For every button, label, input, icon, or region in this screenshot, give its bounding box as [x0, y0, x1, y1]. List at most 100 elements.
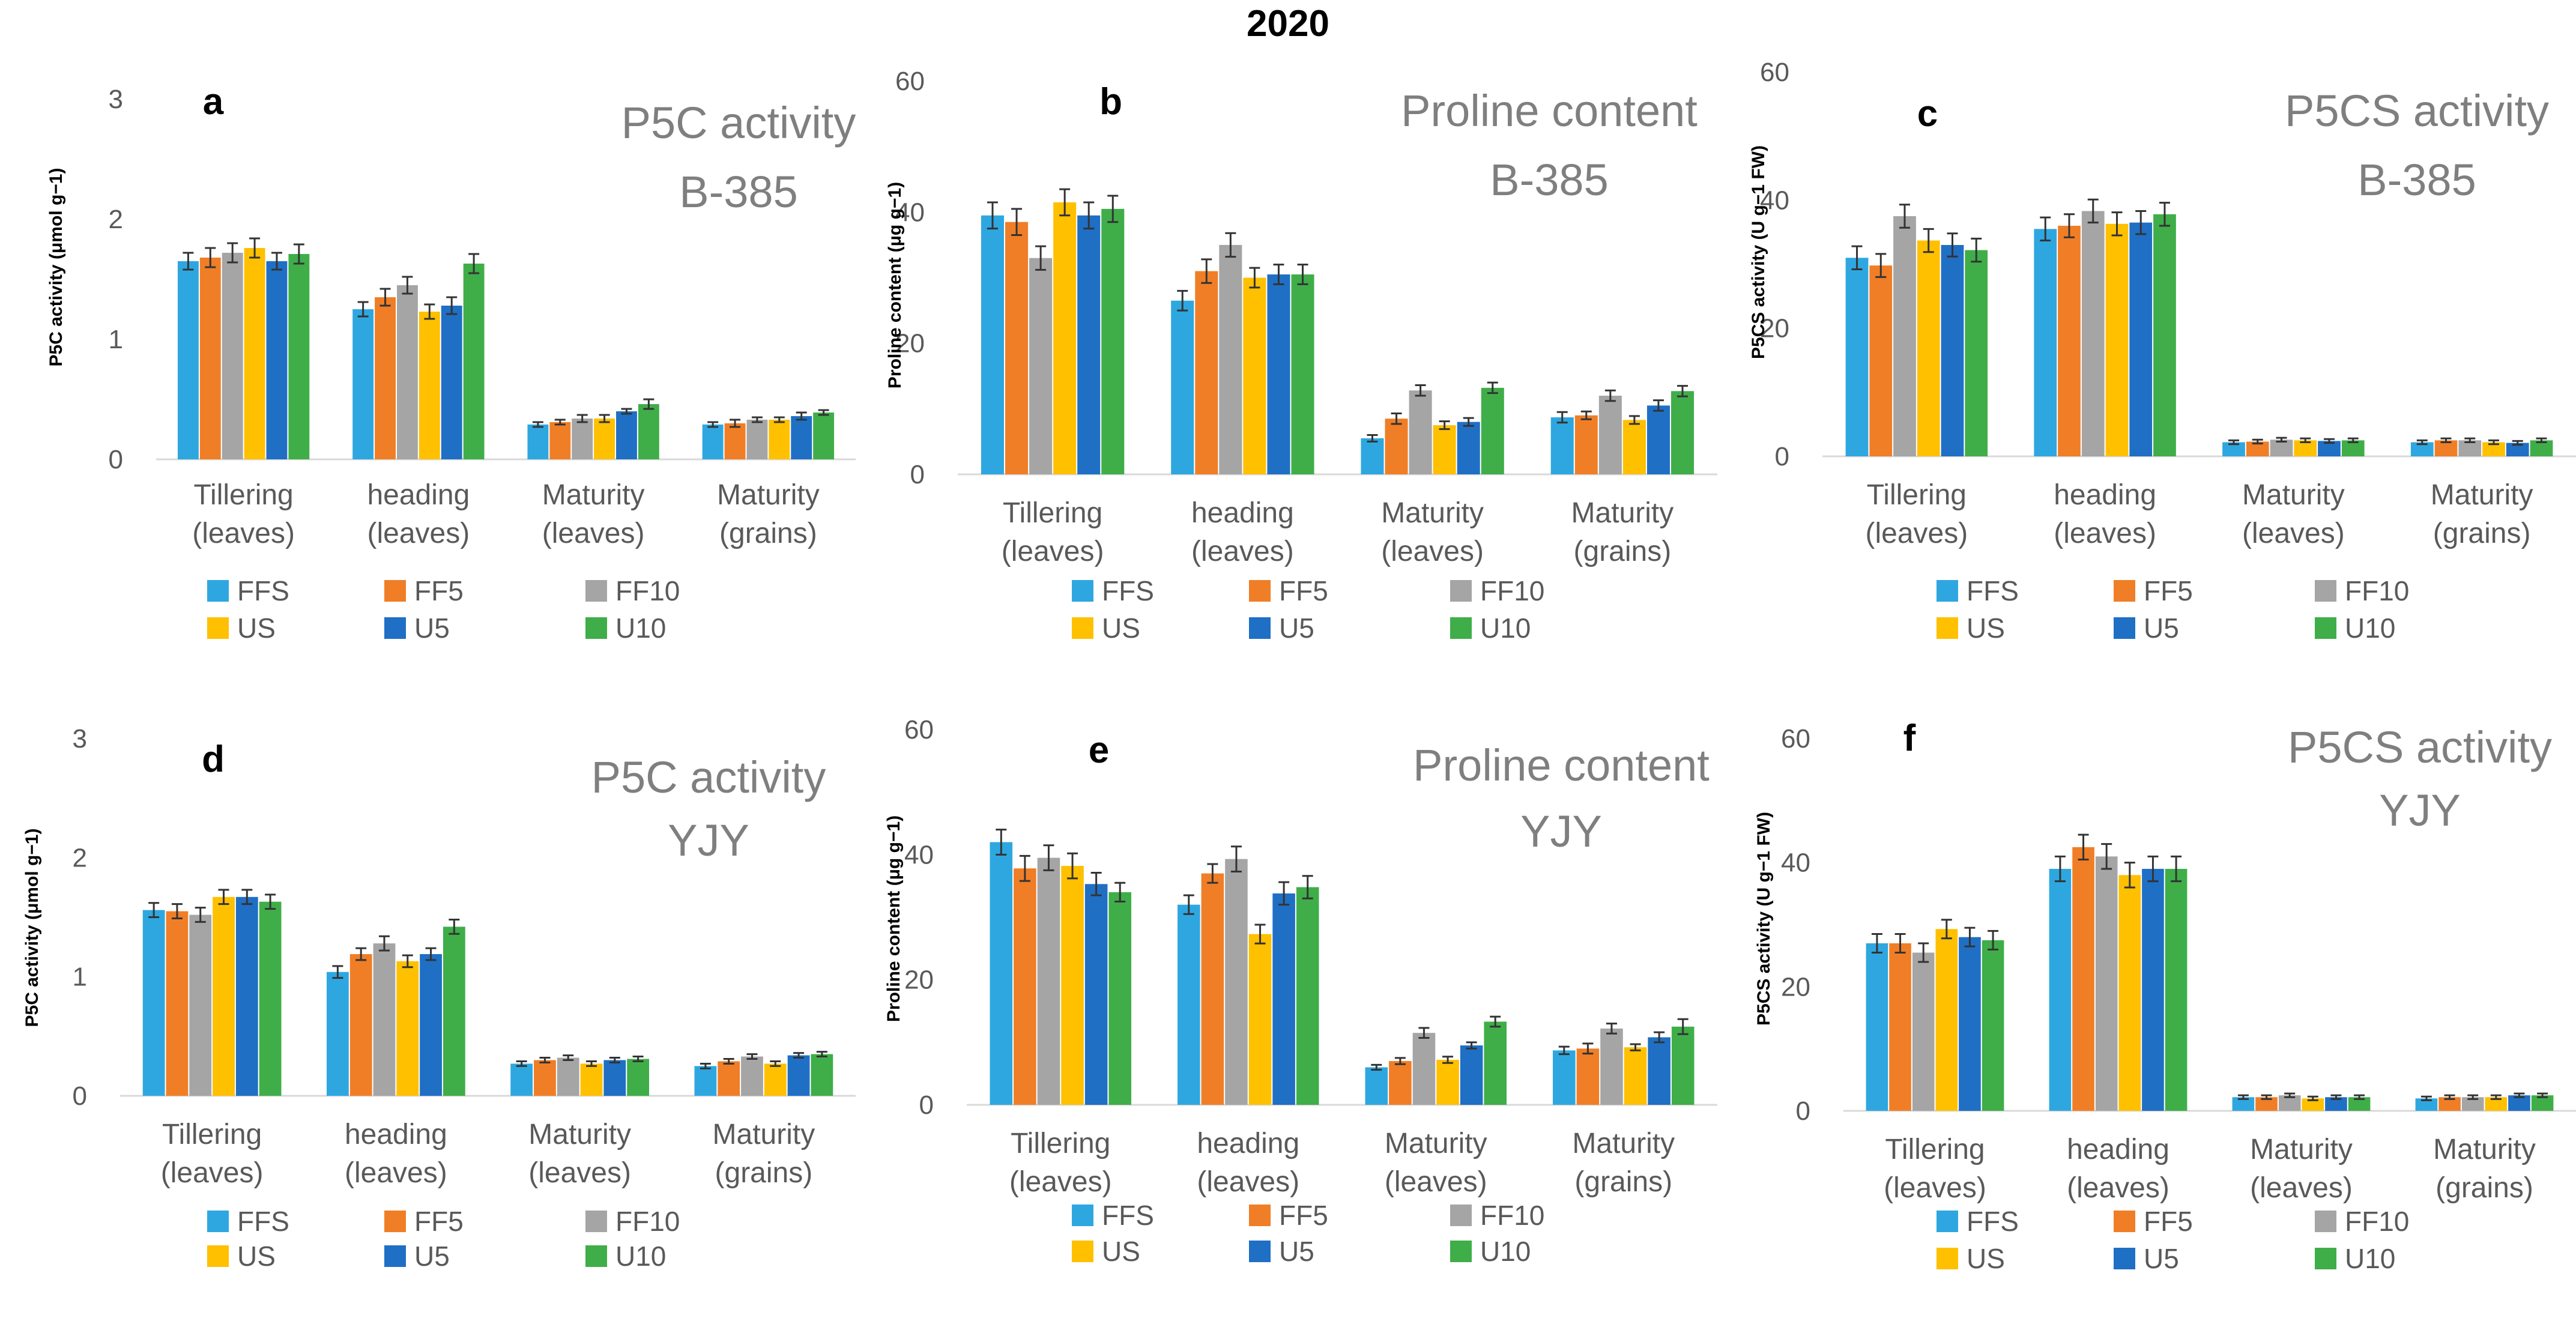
chart-b: 0 20 40 60 Proline content (μg g−1) b Proline …: [885, 67, 1717, 644]
chart-title-line: YJY: [1520, 806, 1602, 856]
bar-us-1: [1935, 929, 1958, 1111]
bar-ff10-2: [1219, 244, 1242, 474]
bar-u5-2: [420, 954, 442, 1096]
chart-e: 0 20 40 60 Proline content (μg g−1) e Proline …: [884, 715, 1717, 1267]
legend-swatch-us: [207, 1245, 229, 1267]
chart-c: 0 20 40 60 P5CS activity (U g−1 FW) c P5CS act…: [1749, 58, 2576, 644]
bar-u5-2: [1267, 274, 1290, 474]
bar-ff5-3: [1389, 1061, 1412, 1105]
y-tick-label: 1: [73, 963, 87, 992]
legend-swatch-us: [1072, 617, 1093, 639]
y-tick-label: 0: [109, 445, 123, 474]
bar-u5-3: [1460, 1045, 1483, 1105]
bar-ffs-2: [2049, 869, 2072, 1111]
legend-label-us: US: [1102, 612, 1140, 644]
x-tick-label: (leaves): [1385, 1166, 1487, 1198]
bar-us-4: [764, 1063, 787, 1096]
x-tick-label: (leaves): [1884, 1172, 1986, 1204]
chart-title-line: P5C activity: [591, 752, 826, 802]
bar-us-3: [580, 1063, 603, 1096]
x-tick-label: Maturity: [1385, 1128, 1487, 1159]
chart-title-line: B-385: [2357, 155, 2476, 205]
bar-ffs-3: [2222, 442, 2245, 456]
y-tick-label: 40: [1781, 848, 1810, 878]
bar-u5-3: [616, 411, 637, 459]
bar-ff10-1: [189, 914, 212, 1096]
bar-u10-1: [1982, 940, 2004, 1111]
bar-ff5-1: [199, 258, 221, 459]
bar-u10-1: [259, 901, 282, 1096]
chart-title-line: B-385: [1490, 155, 1608, 205]
bar-ffs-2: [352, 309, 374, 459]
bar-us-4: [1624, 1047, 1647, 1105]
bar-ff10-2: [1225, 859, 1248, 1105]
legend-swatch-us: [1937, 1248, 1958, 1269]
legend-swatch-ff5: [384, 580, 406, 602]
bar-ff5-3: [549, 422, 571, 459]
x-tick-label: (leaves): [1381, 536, 1484, 567]
legend-swatch-u10: [1450, 1241, 1472, 1262]
legend-swatch-ffs: [1072, 580, 1093, 602]
x-tick-label: (leaves): [1009, 1166, 1112, 1198]
legend-swatch-us: [1072, 1241, 1093, 1262]
bar-u5-3: [1457, 422, 1480, 474]
bar-us-3: [1433, 425, 1456, 474]
panel-label: b: [1099, 81, 1122, 122]
x-tick-label: heading: [2054, 479, 2156, 511]
legend-label-u10: U10: [1480, 1236, 1531, 1267]
x-tick-label: (leaves): [367, 518, 470, 549]
bar-u5-1: [1084, 884, 1108, 1105]
x-tick-label: Maturity: [542, 479, 645, 511]
bar-us-2: [396, 961, 419, 1096]
legend-swatch-u5: [2114, 1248, 2135, 1269]
legend-swatch-ff10: [585, 580, 607, 602]
bar-ff10-3: [557, 1057, 579, 1096]
x-tick-label: (grains): [719, 518, 817, 549]
x-tick-label: Tillering: [1003, 497, 1102, 529]
legend-swatch-ff5: [2114, 580, 2135, 602]
x-tick-label: heading: [1191, 497, 1294, 529]
legend-label-us: US: [1967, 612, 2005, 644]
bar-ffs-1: [1866, 943, 1888, 1111]
legend-label-ffs: FFS: [237, 1206, 289, 1237]
legend-label-u10: U10: [615, 1241, 666, 1272]
bar-ff5-2: [1201, 873, 1224, 1105]
bar-us-4: [2482, 442, 2505, 456]
legend-label-u5: U5: [1279, 1236, 1314, 1267]
legend-label-ffs: FFS: [1102, 1200, 1154, 1231]
legend-swatch-ffs: [1937, 1211, 1958, 1232]
bar-ff10-2: [2095, 856, 2118, 1111]
legend-swatch-us: [1937, 617, 1958, 639]
bar-us-4: [2485, 1097, 2508, 1111]
legend-swatch-ff5: [1249, 1205, 1271, 1226]
y-tick-label: 3: [73, 724, 87, 754]
bar-u10-2: [1291, 274, 1314, 474]
legend-label-u5: U5: [2144, 1243, 2179, 1274]
y-tick-label: 0: [73, 1081, 87, 1111]
figure-title: 2020: [1247, 3, 1329, 44]
bar-ff10-2: [396, 285, 418, 459]
bar-ffs-2: [327, 972, 349, 1096]
bar-us-4: [1622, 420, 1646, 474]
bar-u5-3: [2325, 1097, 2347, 1111]
bar-u5-4: [1648, 1037, 1670, 1105]
legend-label-ff5: FF5: [414, 1206, 464, 1237]
legend-label-u10: U10: [1480, 612, 1531, 644]
bar-ff10-4: [1600, 1028, 1623, 1105]
bar-u10-1: [1965, 250, 1988, 456]
bar-ff10-1: [1029, 258, 1053, 474]
bar-ff5-2: [2072, 847, 2094, 1111]
x-tick-label: (grains): [715, 1157, 813, 1189]
x-tick-label: Tillering: [193, 479, 293, 511]
bar-u5-1: [266, 261, 288, 459]
bar-u10-1: [288, 254, 310, 459]
bar-ff10-3: [572, 419, 593, 459]
x-tick-label: Maturity: [1572, 1128, 1675, 1159]
bar-u10-2: [443, 927, 465, 1096]
x-tick-label: Maturity: [1571, 497, 1674, 529]
x-tick-label: heading: [2067, 1134, 2169, 1165]
x-tick-label: Maturity: [2242, 479, 2345, 511]
x-tick-label: (leaves): [345, 1157, 447, 1189]
bar-ff5-1: [1869, 265, 1893, 456]
bar-u5-1: [235, 896, 258, 1096]
